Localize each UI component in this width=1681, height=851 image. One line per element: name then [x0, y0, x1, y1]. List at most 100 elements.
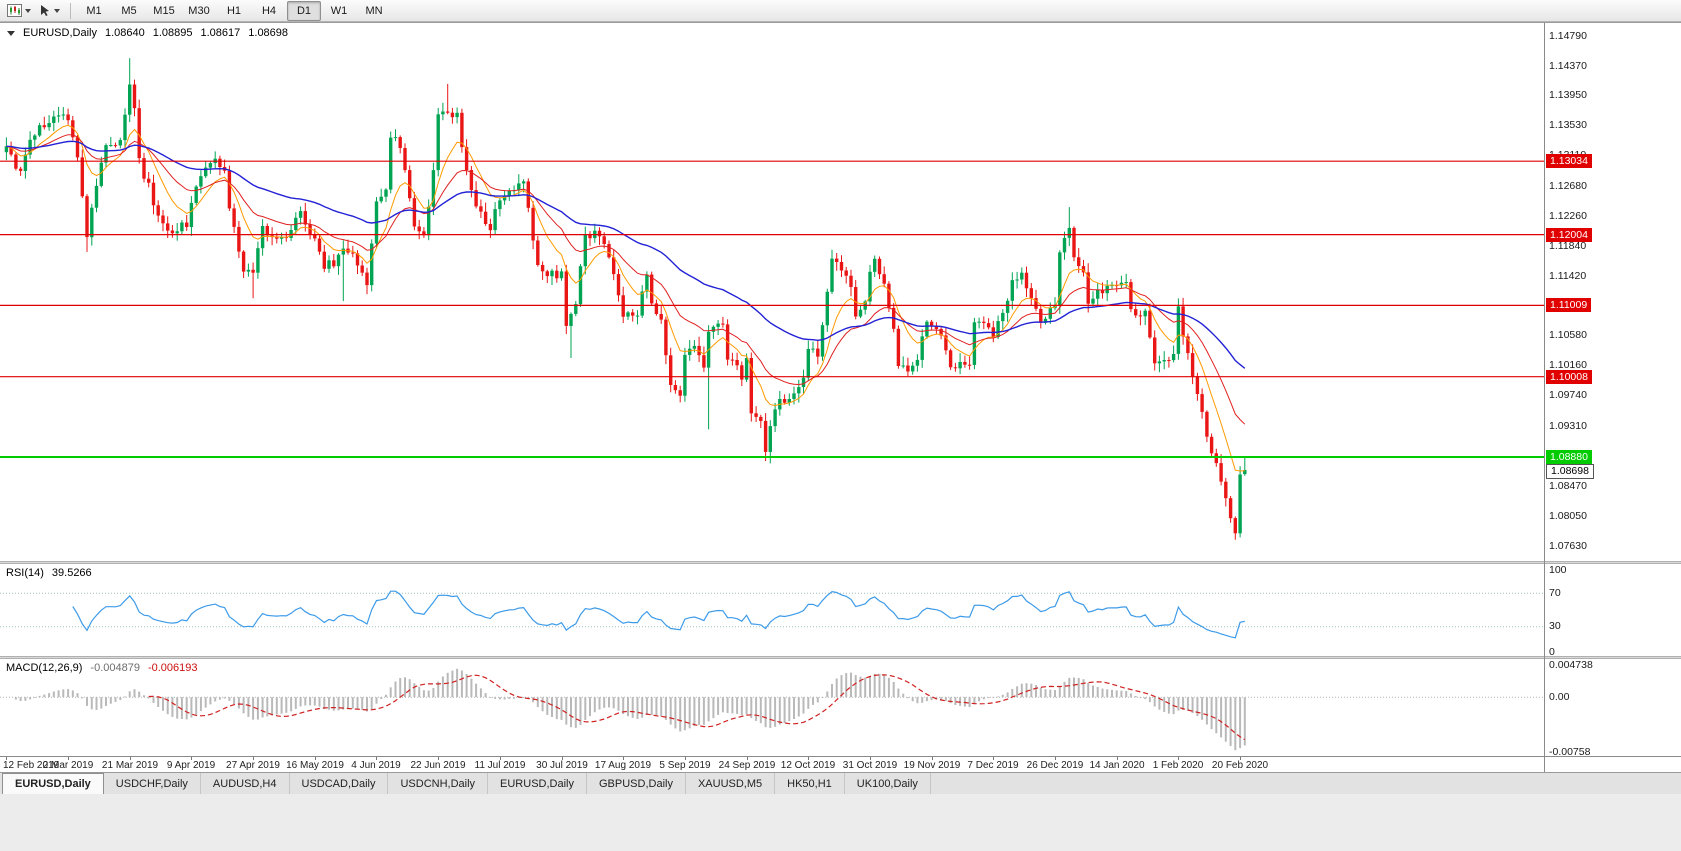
cursor-mode-button[interactable] — [35, 1, 64, 21]
rsi-canvas[interactable] — [0, 564, 1544, 656]
time-tick — [6, 757, 7, 760]
time-axis-label: 26 Dec 2019 — [1026, 760, 1084, 771]
timeframe-h4[interactable]: H4 — [261, 4, 277, 17]
time-axis-label: 27 Apr 2019 — [226, 760, 280, 771]
tab-gbpusd-daily[interactable]: GBPUSD,Daily — [587, 773, 686, 794]
price-axis[interactable]: 1.147901.143701.139501.135301.131101.126… — [1545, 23, 1681, 561]
time-tick — [932, 757, 933, 760]
timeframe-w1[interactable]: W1 — [330, 4, 348, 17]
current-price-label: 1.08698 — [1546, 464, 1594, 479]
hline-price-label: 1.08880 — [1546, 450, 1592, 464]
price-panel: 1.147901.143701.139501.135301.131101.126… — [0, 23, 1681, 561]
timeframe-m15[interactable]: M15 — [153, 4, 175, 17]
timeframe-m30[interactable]: M30 — [188, 4, 210, 17]
price-tick-label: 1.08470 — [1549, 480, 1587, 492]
macd-axis-label: 0.004738 — [1549, 659, 1593, 671]
macd-indicator-label: MACD(12,26,9) -0.004879 -0.006193 — [6, 662, 198, 674]
time-axis-label: 7 Dec 2019 — [967, 760, 1019, 771]
axis-divider — [1544, 23, 1545, 773]
rsi-axis-label: 100 — [1549, 564, 1567, 576]
macd-name: MACD(12,26,9) — [6, 662, 83, 674]
time-axis-label: 24 Sep 2019 — [718, 760, 776, 771]
panel-splitter[interactable] — [0, 656, 1681, 659]
tab-eurusd-daily[interactable]: EURUSD,Daily — [488, 773, 587, 794]
time-tick — [1240, 757, 1241, 760]
tab-hk50-h1[interactable]: HK50,H1 — [775, 773, 845, 794]
ohlc-open: 1.08640 — [104, 27, 145, 39]
tab-usdchf-daily[interactable]: USDCHF,Daily — [104, 773, 201, 794]
time-tick — [191, 757, 192, 760]
timeframe-d1[interactable]: D1 — [287, 0, 321, 21]
new-chart-button[interactable] — [3, 1, 35, 21]
chevron-down-icon — [54, 8, 60, 13]
candlesticks — [4, 58, 1247, 540]
time-axis-label: 19 Nov 2019 — [903, 760, 961, 771]
tab-usdcnh-daily[interactable]: USDCNH,Daily — [388, 773, 489, 794]
timeframe-mn[interactable]: MN — [365, 4, 383, 17]
macd-signal-line — [148, 674, 1246, 741]
price-tick-label: 1.12680 — [1549, 180, 1587, 192]
time-axis-label: 30 Jul 2019 — [536, 760, 588, 771]
rsi-axis-label: 30 — [1549, 620, 1561, 632]
ohlc-high: 1.08895 — [152, 27, 193, 39]
hline-price-label: 1.10008 — [1546, 370, 1592, 384]
macd-axis[interactable]: 0.004738 0.00 -0.00758 — [1545, 659, 1681, 756]
time-tick — [253, 757, 254, 760]
price-tick-label: 1.14370 — [1549, 60, 1587, 72]
time-tick — [685, 757, 686, 760]
time-axis-label: 14 Jan 2020 — [1089, 760, 1145, 771]
chart-icon — [7, 4, 22, 17]
macd-main-value: -0.004879 — [90, 662, 140, 674]
time-axis-label: 9 Apr 2019 — [166, 760, 216, 771]
time-axis[interactable]: 12 Feb 2019 2 Mar 2019 21 Mar 2019 9 Apr 20… — [0, 756, 1681, 773]
tab-xauusd-m5[interactable]: XAUUSD,M5 — [686, 773, 776, 794]
tab-eurusd-daily[interactable]: EURUSD,Daily — [2, 773, 104, 794]
time-tick — [870, 757, 871, 760]
macd-signal-value: -0.006193 — [147, 662, 198, 674]
time-tick — [315, 757, 316, 760]
time-tick — [130, 757, 131, 760]
mid-ema-line — [6, 134, 1246, 425]
rsi-axis-label: 0 — [1549, 646, 1555, 656]
status-area — [0, 794, 1681, 851]
tab-usdcad-daily[interactable]: USDCAD,Daily — [290, 773, 389, 794]
time-axis-label: 4 Jun 2019 — [351, 760, 401, 771]
macd-panel: 0.004738 0.00 -0.00758 MACD(12,26,9) -0.00… — [0, 659, 1681, 756]
rsi-line — [72, 590, 1245, 639]
time-axis-label: 11 Jul 2019 — [474, 760, 526, 771]
macd-histogram — [14, 668, 1246, 751]
macd-canvas[interactable] — [0, 659, 1544, 756]
panel-splitter[interactable] — [0, 561, 1681, 564]
price-tick-label: 1.13950 — [1549, 89, 1587, 101]
price-tick-label: 1.10580 — [1549, 329, 1587, 341]
time-axis-label: 12 Oct 2019 — [780, 760, 836, 771]
time-tick — [993, 757, 994, 760]
macd-axis-label: 0.00 — [1549, 691, 1570, 703]
chart-symbol-period: EURUSD,Daily — [23, 27, 97, 39]
hline-price-label: 1.11009 — [1546, 298, 1592, 312]
price-chart-canvas[interactable] — [0, 23, 1544, 561]
timeframe-m1[interactable]: M1 — [86, 4, 102, 17]
time-tick — [68, 757, 69, 760]
time-tick — [562, 757, 563, 760]
toolbar-separator — [70, 2, 71, 19]
rsi-indicator-label: RSI(14) 39.5266 — [6, 567, 92, 579]
timeframe-m5[interactable]: M5 — [121, 4, 137, 17]
tab-uk100-daily[interactable]: UK100,Daily — [845, 773, 931, 794]
rsi-name: RSI(14) — [6, 567, 44, 579]
time-tick — [1055, 757, 1056, 760]
tab-audusd-h4[interactable]: AUDUSD,H4 — [201, 773, 290, 794]
rsi-axis[interactable]: 100 70 30 0 — [1545, 564, 1681, 656]
time-axis-label: 16 May 2019 — [286, 760, 344, 771]
hline-price-label: 1.12004 — [1546, 228, 1592, 242]
time-tick — [376, 757, 377, 760]
chart-tabs-bar: EURUSD,Daily USDCHF,Daily AUDUSD,H4 USDCAD,… — [0, 772, 1681, 794]
time-tick — [808, 757, 809, 760]
time-tick — [1178, 757, 1179, 760]
timeframe-h1[interactable]: H1 — [226, 4, 242, 17]
time-axis-label: 21 Mar 2019 — [101, 760, 159, 771]
time-tick — [500, 757, 501, 760]
time-axis-label: 5 Sep 2019 — [659, 760, 711, 771]
time-tick — [623, 757, 624, 760]
